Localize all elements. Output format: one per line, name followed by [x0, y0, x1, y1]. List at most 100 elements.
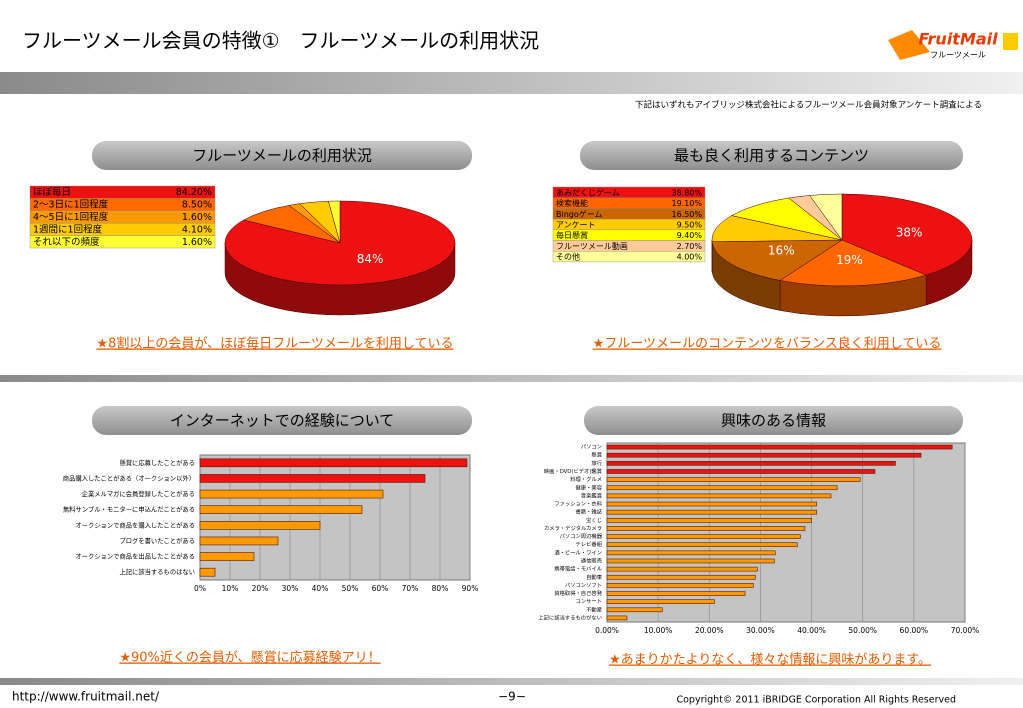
bar — [606, 574, 756, 580]
y-tick-label: 音楽鑑賞 — [581, 491, 602, 499]
bar — [606, 469, 876, 474]
y-tick-label: 酒・ビール・ワイン — [554, 548, 602, 556]
chart-heading-box — [92, 406, 472, 435]
y-tick-label: テレビ番組 — [576, 540, 603, 548]
legend-label: その他 — [556, 252, 580, 262]
y-tick-label: 無料サンプル・モニターに申込んだことがある — [63, 505, 195, 514]
logo-sub: フルーツメール — [930, 51, 986, 60]
bar — [606, 542, 798, 548]
legend-label: Bingoゲーム — [556, 209, 603, 219]
pie-slice — [779, 239, 927, 287]
y-tick-label: オークションで商品を出品したことがある — [75, 552, 195, 561]
x-tick-label: 60.00% — [900, 626, 929, 635]
bar — [606, 558, 775, 564]
legend-label: 2〜3日に1回程度 — [33, 199, 109, 211]
pie-slice — [731, 197, 843, 241]
legend-value: 19.10% — [671, 199, 702, 208]
bar — [606, 485, 838, 491]
bar — [606, 509, 817, 515]
y-tick-label: 不動産 — [586, 605, 602, 613]
y-tick-label: カメラ・デジタルカメラ — [544, 524, 602, 532]
legend-label: ほぼ毎日 — [33, 186, 71, 198]
y-tick-label: オークションで商品を購入したことがある — [75, 520, 195, 529]
legend-value: 2.70% — [677, 242, 703, 251]
legend-value: 1.60% — [182, 237, 212, 248]
legend-swatch — [552, 250, 706, 263]
legend-value: 4.00% — [677, 253, 703, 262]
x-tick-label: 50% — [342, 584, 359, 593]
bar — [199, 536, 279, 546]
legend-label: あみだくじゲーム — [556, 187, 620, 197]
caption: ★90%近くの会員が、懸賞に応募経験アリ！ — [119, 651, 380, 666]
y-tick-label: パソコンソフト — [565, 582, 602, 589]
bar — [606, 534, 801, 539]
y-tick-label: パソコン周辺機器 — [560, 532, 603, 540]
y-tick-label: 書籍・雑誌 — [576, 508, 603, 516]
footer-url: http://www.fruitmail.net/ — [12, 690, 160, 704]
pie-label: 19% — [836, 253, 863, 267]
y-tick-label: 上記に該当するものがない — [538, 613, 602, 621]
footer-band — [0, 678, 1023, 685]
chart-heading: フルーツメールの利用状況 — [192, 147, 372, 165]
legend-value: 9.40% — [677, 231, 703, 240]
chart-heading-box — [580, 141, 963, 170]
y-tick-label: 宝くじ — [586, 516, 602, 524]
page-number: −9− — [498, 690, 526, 704]
x-tick-label: 0.00% — [595, 626, 619, 635]
legend-value: 16.50% — [671, 210, 702, 219]
legend-label: 1週間に1回程度 — [33, 223, 103, 235]
caption: ★フルーツメールのコンテンツをバランス良く利用している — [593, 336, 942, 352]
x-tick-label: 70% — [402, 584, 419, 593]
y-tick-label: 商品購入したことがある（オークション以外） — [63, 473, 195, 482]
legend-label: 検索機能 — [556, 198, 588, 208]
y-tick-label: 自動車 — [586, 573, 603, 581]
mid-band — [0, 375, 1023, 382]
pie-slice — [328, 200, 341, 244]
y-tick-label: 懸賞 — [591, 451, 602, 459]
x-tick-label: 30% — [282, 584, 299, 593]
chart-heading-box — [584, 406, 963, 435]
y-tick-label: 健康・美容 — [576, 483, 603, 491]
y-tick-label: コンサート — [576, 598, 603, 605]
x-tick-label: 60% — [372, 584, 389, 593]
x-tick-label: 30.00% — [746, 626, 775, 635]
legend-value: 84.20% — [176, 187, 212, 198]
slide-title: フルーツメール会員の特徴① フルーツメールの利用状況 — [22, 29, 539, 53]
y-tick-label: 資格取得・自己啓発 — [554, 589, 602, 597]
y-tick-label: 旅行 — [591, 459, 602, 467]
bar — [606, 607, 663, 613]
pie-slice — [809, 193, 843, 241]
x-tick-label: 50.00% — [848, 626, 877, 635]
legend-label: それ以下の頻度 — [33, 236, 100, 248]
legend-swatch — [29, 235, 216, 249]
y-tick-label: パソコン — [581, 444, 602, 451]
bar — [606, 583, 754, 588]
pie-label: 16% — [768, 243, 795, 257]
header-band — [0, 72, 1023, 94]
bar — [199, 552, 255, 561]
bar — [199, 521, 321, 530]
y-tick-label: 企業メルマガに会員登録したことがある — [82, 489, 195, 498]
bar — [199, 458, 468, 468]
pie-label: 84% — [357, 252, 384, 266]
x-tick-label: 10.00% — [644, 626, 673, 635]
copyright: Copyright© 2011 iBRIDGE Corporation All … — [676, 695, 956, 706]
bar — [199, 489, 384, 499]
x-tick-label: 40.00% — [797, 626, 826, 635]
legend-value: 38.80% — [671, 188, 702, 197]
x-tick-label: 90% — [462, 584, 479, 593]
x-tick-label: 20% — [252, 584, 269, 593]
note: 下記はいずれもアイブリッジ株式会社によるフルーツメール会員対象アンケート調査によ… — [635, 100, 982, 111]
y-tick-label: 携帯電話・モバイル — [554, 565, 602, 573]
bar — [606, 477, 861, 482]
bar — [606, 599, 715, 604]
bar — [606, 493, 832, 499]
bar — [606, 591, 746, 596]
legend-label: アンケート — [556, 220, 596, 229]
logo-square — [1003, 33, 1018, 50]
bar — [606, 615, 628, 621]
legend-value: 9.50% — [677, 220, 703, 229]
bar — [606, 501, 817, 507]
y-tick-label: 通信販売 — [581, 556, 602, 564]
x-tick-label: 10% — [222, 584, 239, 593]
